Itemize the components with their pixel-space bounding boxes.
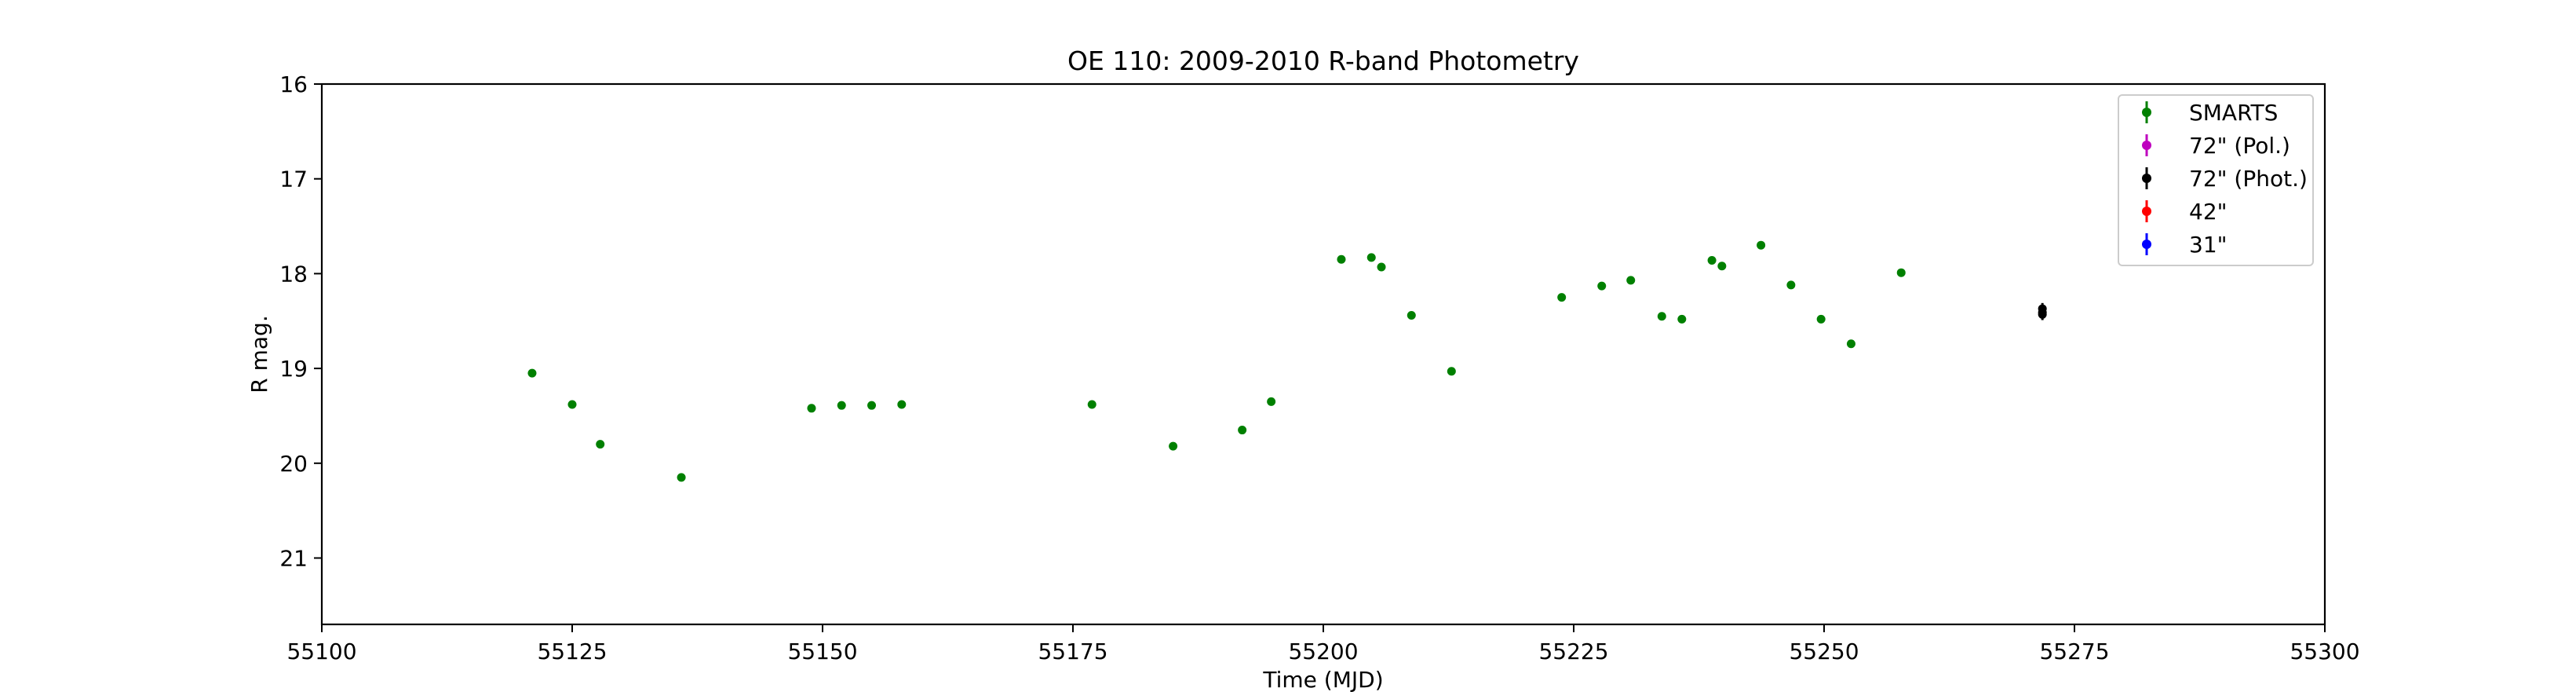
data-point [567, 400, 577, 409]
x-tick-label: 55100 [286, 639, 356, 664]
legend-marker [2142, 174, 2151, 183]
data-point [1786, 280, 1796, 290]
y-tick-label: 21 [279, 546, 308, 572]
x-tick-label: 55200 [1288, 639, 1358, 664]
data-point [837, 401, 846, 410]
plot-area [320, 82, 2326, 626]
x-tick-label: 55250 [1789, 639, 1859, 664]
y-axis-label: R mag. [246, 315, 272, 393]
legend-marker [2142, 141, 2151, 150]
x-axis-label: Time (MJD) [1262, 667, 1383, 693]
data-point [1757, 240, 1766, 250]
chart-title: OE 110: 2009-2010 R-band Photometry [1067, 46, 1579, 76]
data-point [1366, 253, 1376, 262]
legend-marker [2142, 240, 2151, 249]
x-axis: 55100 55125 55150 55175 55200 55225 55250 55275… [286, 624, 2360, 664]
y-tick-label: 17 [279, 167, 308, 192]
data-point [1169, 441, 1178, 451]
data-point [1238, 426, 1247, 435]
x-tick-label: 55175 [1038, 639, 1107, 664]
data-point [596, 440, 605, 449]
data-point [1677, 314, 1687, 324]
data-point [867, 401, 877, 410]
legend-label: 42" [2189, 199, 2228, 225]
data-point [1626, 276, 1636, 285]
data-point [1597, 281, 1607, 291]
legend-label: SMARTS [2189, 100, 2278, 126]
legend-label: 72" (Pol.) [2189, 133, 2290, 159]
legend-label: 72" (Phot.) [2189, 166, 2308, 192]
legend: SMARTS 72" (Pol.) 72" (Phot.) 42" 31" [2118, 94, 2314, 266]
data-point [1337, 254, 1346, 264]
data-point [1657, 312, 1666, 321]
y-tick-label: 16 [279, 71, 308, 97]
x-tick-label: 55275 [2039, 639, 2109, 664]
x-tick-label: 55125 [537, 639, 607, 664]
data-point [897, 400, 907, 409]
x-tick-label: 55300 [2290, 639, 2359, 664]
data-point [1267, 397, 1276, 406]
y-tick-label: 18 [279, 261, 308, 287]
data-point [1447, 367, 1456, 376]
data-point [807, 404, 816, 413]
data-point [1557, 293, 1567, 302]
data-point [1407, 311, 1416, 320]
legend-label: 31" [2189, 232, 2228, 258]
legend-marker [2142, 108, 2151, 117]
data-point [1846, 339, 1855, 349]
data-point [677, 473, 686, 482]
x-tick-label: 55150 [787, 639, 857, 664]
data-point [527, 368, 537, 378]
data-marks [527, 240, 2047, 482]
y-tick-label: 20 [279, 451, 308, 477]
legend-marker [2142, 207, 2151, 216]
data-point [1717, 262, 1727, 271]
legend-frame [2118, 94, 2314, 266]
data-point [1377, 262, 1386, 272]
y-axis: 16 17 18 19 20 21 [279, 71, 322, 572]
data-point [1707, 256, 1717, 265]
x-tick-label: 55225 [1538, 639, 1608, 664]
data-point [1816, 314, 1826, 324]
data-point [1896, 268, 1906, 277]
y-tick-label: 19 [279, 356, 308, 382]
data-point [2038, 309, 2047, 319]
data-point [1087, 400, 1096, 409]
